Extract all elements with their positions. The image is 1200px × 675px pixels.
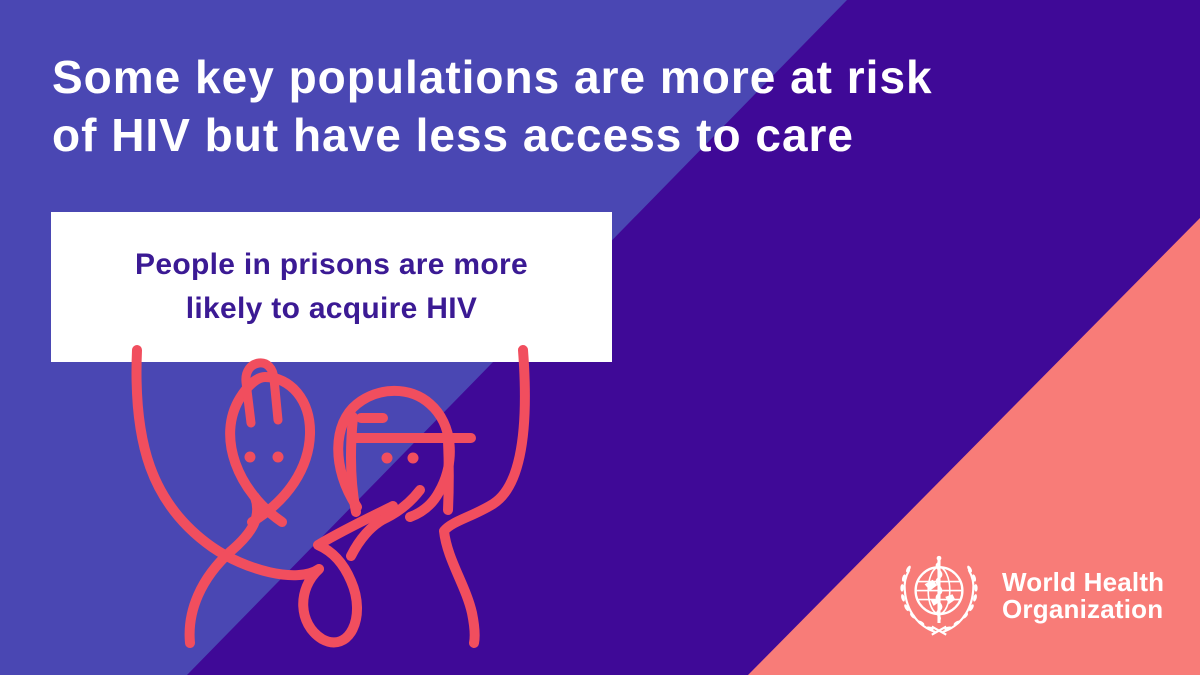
headline: Some key populations are more at risk of… (52, 48, 933, 164)
rod-of-asclepius-icon (935, 555, 943, 624)
who-wordmark-line-1: World Health (1002, 567, 1165, 597)
coral-corner-triangle (748, 218, 1200, 675)
wreath-crossed-stems (931, 625, 947, 636)
sign-text-line-1: People in prisons are more (135, 248, 528, 281)
sign-text: People in prisons are more likely to acq… (135, 243, 528, 331)
who-logo: World Health Organization (896, 550, 1164, 642)
laurel-wreath-left (900, 563, 979, 634)
sign-board: People in prisons are more likely to acq… (51, 212, 612, 362)
headline-line-2: of HIV but have less access to care (52, 109, 855, 161)
who-emblem-spacer (896, 550, 988, 642)
who-emblem-icon (900, 555, 979, 636)
who-logo-wordmark: World Health Organization (1002, 569, 1164, 623)
sign-text-line-2: likely to acquire HIV (185, 292, 478, 325)
who-wordmark-line-2: Organization (1002, 594, 1164, 624)
headline-line-1: Some key populations are more at risk (52, 51, 933, 103)
